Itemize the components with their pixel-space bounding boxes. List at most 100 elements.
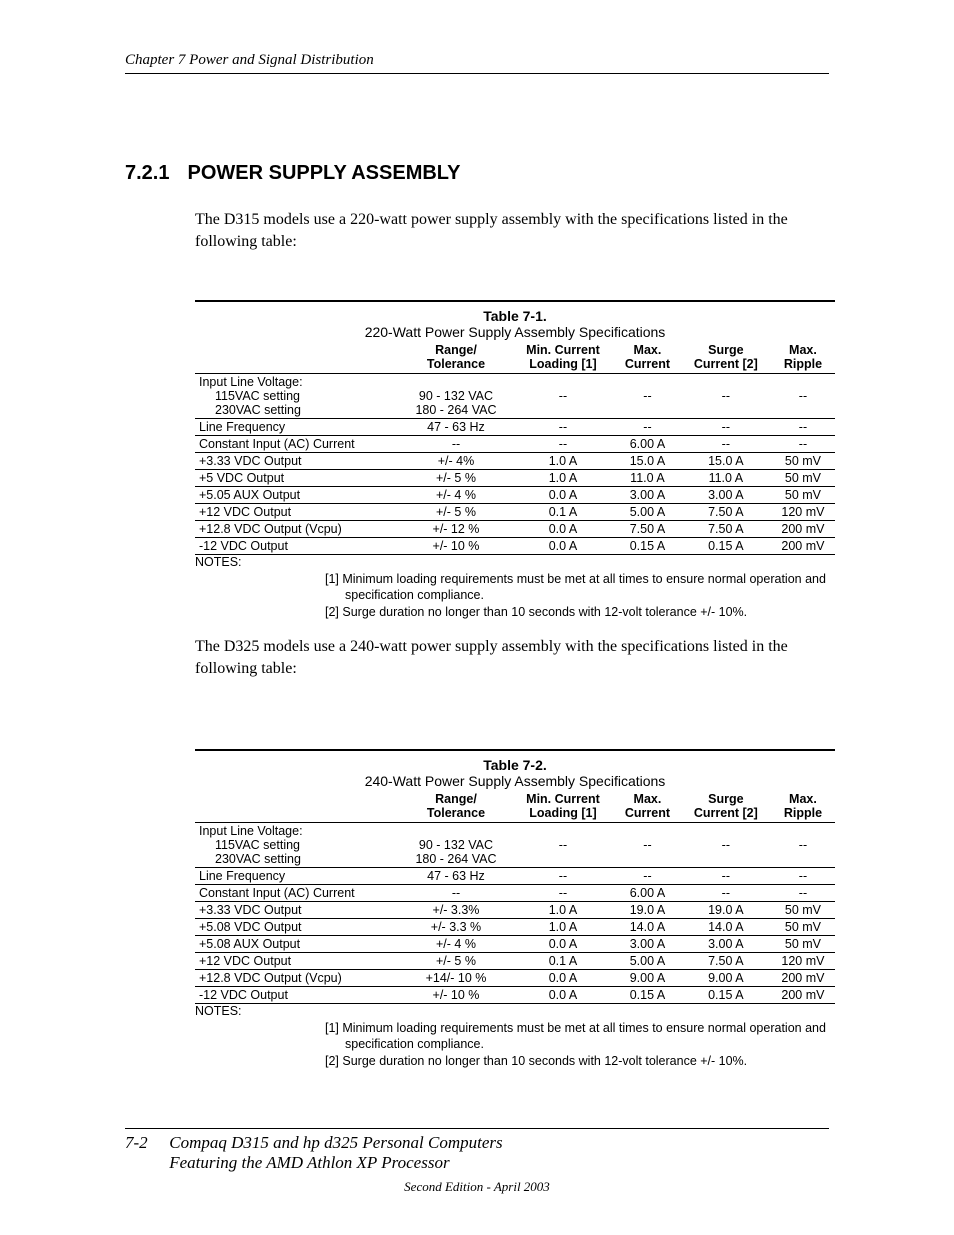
table-caption: 220-Watt Power Supply Assembly Specifica…	[365, 324, 666, 340]
cell-ripple: 50 mV	[771, 487, 835, 504]
table-number: Table 7-2.	[483, 757, 547, 773]
cell-ripple: --	[771, 868, 835, 885]
table-row: Line Frequency47 - 63 Hz--------	[195, 868, 835, 885]
cell-max: --	[614, 823, 681, 868]
intro-paragraph-1: The D315 models use a 220-watt power sup…	[195, 209, 829, 252]
table-row: +5.08 AUX Output+/- 4 %0.0 A3.00 A3.00 A…	[195, 936, 835, 953]
notes-label: NOTES:	[195, 555, 829, 569]
cell-min: 0.1 A	[512, 953, 614, 970]
cell-max: 19.0 A	[614, 902, 681, 919]
cell-surge: 0.15 A	[681, 987, 771, 1004]
cell-range: +/- 3.3 %	[400, 919, 512, 936]
cell-range: +/- 5 %	[400, 504, 512, 521]
table-row: Input Line Voltage:115VAC setting230VAC …	[195, 374, 835, 419]
cell-surge: --	[681, 885, 771, 902]
cell-max: 14.0 A	[614, 919, 681, 936]
cell-param: Constant Input (AC) Current	[195, 436, 400, 453]
table-row: Line Frequency47 - 63 Hz--------	[195, 419, 835, 436]
cell-param: Constant Input (AC) Current	[195, 885, 400, 902]
cell-max: 3.00 A	[614, 487, 681, 504]
cell-min: 1.0 A	[512, 919, 614, 936]
table-row: +3.33 VDC Output+/- 4%1.0 A15.0 A15.0 A5…	[195, 453, 835, 470]
cell-param: +3.33 VDC Output	[195, 902, 400, 919]
table-row: +5.05 AUX Output+/- 4 %0.0 A3.00 A3.00 A…	[195, 487, 835, 504]
cell-min: 1.0 A	[512, 453, 614, 470]
cell-surge: 3.00 A	[681, 936, 771, 953]
cell-ripple: --	[771, 374, 835, 419]
cell-min: 0.0 A	[512, 936, 614, 953]
cell-range: +/- 12 %	[400, 521, 512, 538]
cell-ripple: 120 mV	[771, 504, 835, 521]
cell-max: 6.00 A	[614, 885, 681, 902]
cell-max: 15.0 A	[614, 453, 681, 470]
col-param	[195, 790, 400, 823]
cell-max: 3.00 A	[614, 936, 681, 953]
table-number: Table 7-1.	[483, 308, 547, 324]
note-1: [1] Minimum loading requirements must be…	[325, 571, 829, 604]
cell-ripple: 50 mV	[771, 936, 835, 953]
cell-max: 6.00 A	[614, 436, 681, 453]
cell-ripple: 200 mV	[771, 538, 835, 555]
footer-page-number: 7-2	[125, 1133, 165, 1153]
table-7-1-block: Table 7-1. 220-Watt Power Supply Assembl…	[195, 300, 829, 620]
col-min: Min. CurrentLoading [1]	[512, 341, 614, 374]
cell-min: --	[512, 374, 614, 419]
table-row: +12.8 VDC Output (Vcpu)+14/- 10 %0.0 A9.…	[195, 970, 835, 987]
table-title-cell: Table 7-1. 220-Watt Power Supply Assembl…	[195, 301, 835, 341]
col-range: Range/Tolerance	[400, 341, 512, 374]
cell-ripple: 200 mV	[771, 970, 835, 987]
cell-param: +5.05 AUX Output	[195, 487, 400, 504]
cell-param: +5 VDC Output	[195, 470, 400, 487]
cell-max: --	[614, 868, 681, 885]
cell-surge: 11.0 A	[681, 470, 771, 487]
cell-max: 7.50 A	[614, 521, 681, 538]
cell-param: -12 VDC Output	[195, 538, 400, 555]
cell-range: 47 - 63 Hz	[400, 868, 512, 885]
cell-min: --	[512, 885, 614, 902]
cell-range: 90 - 132 VAC180 - 264 VAC	[400, 374, 512, 419]
cell-range: +/- 4 %	[400, 936, 512, 953]
cell-max: 5.00 A	[614, 953, 681, 970]
page-footer: 7-2 Compaq D315 and hp d325 Personal Com…	[125, 1128, 829, 1195]
footer-edition: Second Edition - April 2003	[125, 1179, 829, 1195]
cell-max: 11.0 A	[614, 470, 681, 487]
cell-surge: 7.50 A	[681, 521, 771, 538]
cell-range: --	[400, 885, 512, 902]
cell-param: Line Frequency	[195, 419, 400, 436]
cell-param: Input Line Voltage:115VAC setting230VAC …	[195, 823, 400, 868]
cell-param: Line Frequency	[195, 868, 400, 885]
cell-range: 90 - 132 VAC180 - 264 VAC	[400, 823, 512, 868]
section-number: 7.2.1	[125, 162, 169, 185]
cell-param: +3.33 VDC Output	[195, 453, 400, 470]
cell-param: +12 VDC Output	[195, 504, 400, 521]
table-row: +12.8 VDC Output (Vcpu)+/- 12 %0.0 A7.50…	[195, 521, 835, 538]
cell-max: 0.15 A	[614, 987, 681, 1004]
cell-min: 0.0 A	[512, 987, 614, 1004]
cell-ripple: 50 mV	[771, 919, 835, 936]
cell-surge: --	[681, 823, 771, 868]
cell-min: 0.0 A	[512, 970, 614, 987]
table-7-1: Table 7-1. 220-Watt Power Supply Assembl…	[195, 300, 835, 555]
cell-surge: 14.0 A	[681, 919, 771, 936]
cell-range: +/- 4 %	[400, 487, 512, 504]
cell-surge: 7.50 A	[681, 504, 771, 521]
col-surge: SurgeCurrent [2]	[681, 341, 771, 374]
note-2: [2] Surge duration no longer than 10 sec…	[325, 604, 829, 620]
cell-min: 1.0 A	[512, 902, 614, 919]
cell-ripple: --	[771, 823, 835, 868]
cell-min: 0.0 A	[512, 487, 614, 504]
cell-min: 1.0 A	[512, 470, 614, 487]
footer-title-line2: Featuring the AMD Athlon XP Processor	[169, 1153, 449, 1172]
cell-range: 47 - 63 Hz	[400, 419, 512, 436]
table-title-cell: Table 7-2. 240-Watt Power Supply Assembl…	[195, 750, 835, 790]
notes-list: [1] Minimum loading requirements must be…	[325, 571, 829, 620]
table-row: +5.08 VDC Output+/- 3.3 %1.0 A14.0 A14.0…	[195, 919, 835, 936]
cell-range: +/- 5 %	[400, 470, 512, 487]
cell-param: +5.08 AUX Output	[195, 936, 400, 953]
note-2: [2] Surge duration no longer than 10 sec…	[325, 1053, 829, 1069]
cell-range: +/- 10 %	[400, 987, 512, 1004]
table-caption: 240-Watt Power Supply Assembly Specifica…	[365, 773, 666, 789]
cell-ripple: 120 mV	[771, 953, 835, 970]
cell-ripple: 200 mV	[771, 521, 835, 538]
table-7-2-block: Table 7-2. 240-Watt Power Supply Assembl…	[195, 749, 829, 1069]
